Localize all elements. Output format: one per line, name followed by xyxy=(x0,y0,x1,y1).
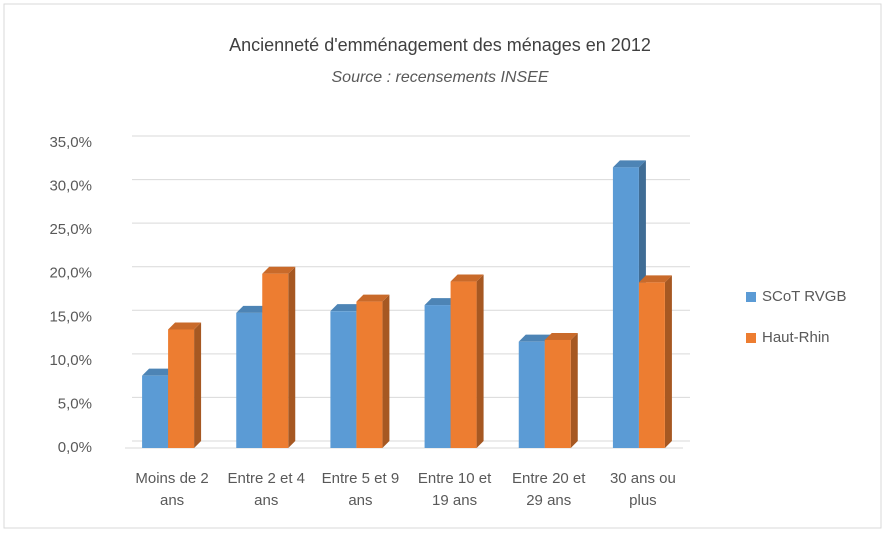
chart-title: Ancienneté d'emménagement des ménages en… xyxy=(229,35,651,55)
legend-swatch xyxy=(746,292,756,302)
y-tick-label: 35,0% xyxy=(49,134,92,151)
x-tick-label: Entre 10 et 19 ans xyxy=(417,470,492,509)
x-tick-label: Entre 20 et 29 ans xyxy=(512,470,586,509)
bar-side xyxy=(382,294,390,448)
bar-top xyxy=(356,294,390,302)
bar-top xyxy=(612,160,646,168)
y-tick-label: 5,0% xyxy=(58,395,92,412)
bar xyxy=(356,301,383,448)
legend-label: Haut-Rhin xyxy=(762,329,830,346)
bar xyxy=(142,375,169,448)
bar-side xyxy=(570,332,578,448)
y-tick-label: 15,0% xyxy=(49,308,92,325)
bar-top xyxy=(236,305,270,313)
bar xyxy=(544,339,571,448)
bar xyxy=(330,311,357,448)
chart-border xyxy=(3,3,882,529)
bar-top xyxy=(544,332,578,340)
bar xyxy=(168,329,195,448)
bar xyxy=(236,312,263,448)
chart-subtitle: Source : recensements INSEE xyxy=(332,69,549,86)
y-tick-label: 25,0% xyxy=(49,221,92,238)
bar-side xyxy=(476,274,484,448)
bar xyxy=(638,282,665,448)
x-tick-label: Entre 5 et 9 ans xyxy=(321,470,400,509)
bar xyxy=(424,305,451,448)
bar-side xyxy=(664,275,672,448)
bar-top xyxy=(142,368,176,376)
bar xyxy=(612,167,639,448)
bar-top xyxy=(518,334,552,342)
legend-swatch xyxy=(746,333,756,343)
bar-top xyxy=(262,266,296,274)
bar-side xyxy=(194,322,202,448)
bar-top xyxy=(330,304,364,312)
x-tick-label: Moins de 2 ans xyxy=(135,470,209,509)
x-tick-label: Entre 2 et 4 ans xyxy=(227,470,306,509)
bar-top xyxy=(168,322,202,330)
bar xyxy=(518,341,545,448)
bar-top xyxy=(450,274,484,282)
y-tick-label: 20,0% xyxy=(49,265,92,282)
y-tick-label: 0,0% xyxy=(58,439,92,456)
x-tick-label: 30 ans ou plus xyxy=(609,470,676,509)
y-tick-label: 10,0% xyxy=(49,352,92,369)
bar xyxy=(450,281,477,448)
bar-top xyxy=(424,298,458,306)
bar xyxy=(262,273,289,448)
bar-side xyxy=(288,266,296,448)
legend-label: SCoT RVGB xyxy=(762,288,846,305)
y-tick-label: 30,0% xyxy=(49,178,92,195)
bar-top xyxy=(638,275,672,283)
